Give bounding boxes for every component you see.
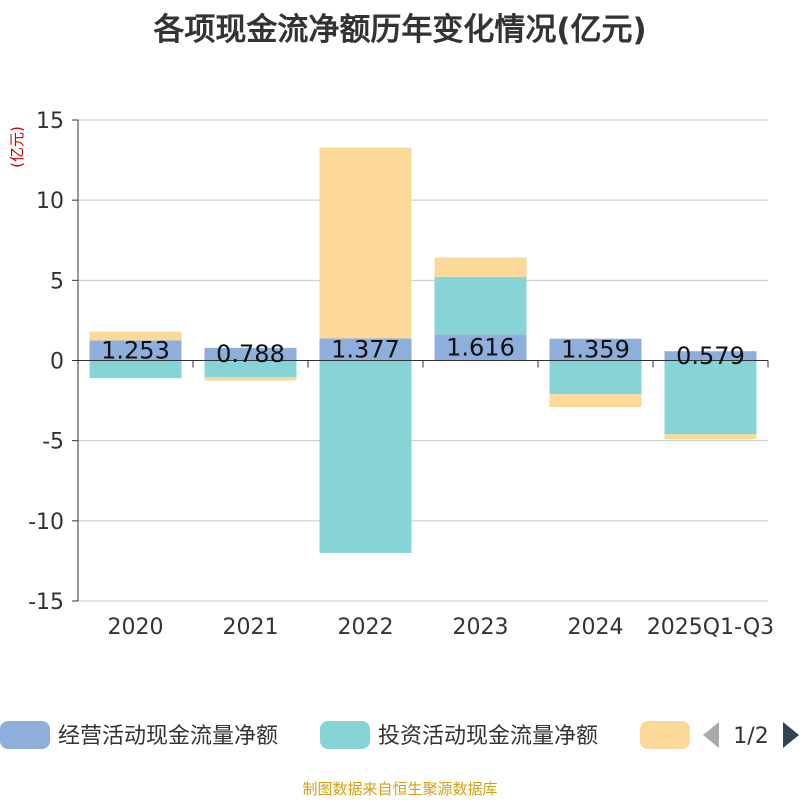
y-tick-label: 0 (50, 350, 64, 375)
x-tick-label: 2020 (108, 615, 164, 640)
bar-financing (89, 331, 182, 341)
data-label: 1.616 (446, 334, 515, 362)
x-tick-label: 2024 (568, 615, 624, 640)
bar-investing (434, 276, 527, 335)
data-label: 0.788 (216, 340, 285, 368)
bar-financing (664, 434, 757, 440)
chart-title: 各项现金流净额历年变化情况(亿元) (153, 12, 647, 48)
bar-investing (549, 360, 642, 395)
bar-operating (549, 338, 642, 361)
x-tick-label: 2025Q1-Q3 (647, 615, 774, 640)
y-tick-label: 15 (36, 109, 64, 134)
bar-operating (319, 338, 412, 361)
legend-label-investing[interactable]: 投资活动现金流量净额 (378, 724, 598, 749)
pager-text: 1/2 (733, 724, 768, 749)
legend-label-operating[interactable]: 经营活动现金流量净额 (58, 724, 278, 749)
legend[interactable]: 经营活动现金流量净额 投资活动现金流量净额 1/2 (0, 721, 799, 749)
x-tick-label: 2023 (453, 615, 509, 640)
y-tick-label: 10 (36, 189, 64, 214)
bar-investing (664, 360, 757, 435)
prev-page-icon[interactable] (703, 722, 719, 748)
y-tick-label: -10 (28, 510, 64, 535)
axis-layer: 15 10 5 0 -5 -10 -15 (亿元) 2020 2021 2022 2023 2024 20… (8, 109, 774, 640)
bar-operating (204, 347, 297, 361)
legend-swatch-financing[interactable] (640, 721, 690, 749)
bar-financing (204, 377, 297, 381)
data-label: 1.359 (561, 336, 630, 364)
y-tick-label: -5 (42, 430, 64, 455)
x-tick-label: 2022 (338, 615, 394, 640)
bar-financing (549, 394, 642, 407)
x-tick-label: 2021 (223, 615, 279, 640)
y-unit-label: (亿元) (8, 126, 26, 168)
data-label: 0.579 (676, 342, 745, 370)
bar-investing (89, 360, 182, 379)
labels-layer: 1.253 0.788 1.377 1.616 1.359 0.579 (101, 334, 745, 370)
bars-layer (89, 147, 757, 553)
data-label: 1.377 (331, 335, 400, 363)
bar-investing (319, 360, 412, 553)
bar-financing (319, 147, 412, 339)
data-label: 1.253 (101, 336, 170, 364)
bar-investing (204, 360, 297, 378)
next-page-icon[interactable] (783, 722, 799, 748)
bar-operating (89, 340, 182, 361)
legend-swatch-operating[interactable] (0, 721, 50, 749)
y-tick-label: 5 (50, 269, 64, 294)
source-note: 制图数据来自恒生聚源数据库 (302, 780, 498, 798)
bar-financing (434, 257, 527, 277)
y-tick-label: -15 (28, 590, 64, 615)
bar-operating (664, 351, 757, 361)
bar-operating (434, 334, 527, 361)
legend-swatch-investing[interactable] (320, 721, 370, 749)
